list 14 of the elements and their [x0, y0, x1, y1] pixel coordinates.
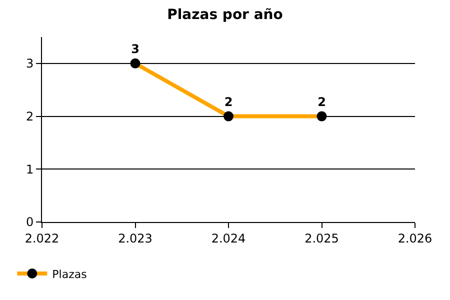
y-tick-label: 1 — [26, 162, 34, 176]
data-label: 3 — [131, 42, 140, 56]
x-tick-label: 2.022 — [24, 231, 60, 246]
x-tick-label: 2.023 — [118, 231, 152, 246]
legend-label: Plazas — [52, 268, 88, 281]
chart-title: Plazas por año — [167, 6, 284, 23]
x-tick-label: 2.026 — [398, 231, 432, 246]
y-tick-label: 2 — [26, 109, 34, 124]
y-tick-label: 3 — [26, 56, 34, 71]
y-tick-label: 0 — [26, 215, 34, 230]
x-tick-label: 2.025 — [304, 231, 339, 246]
data-label: 2 — [318, 95, 326, 110]
data-label: 2 — [224, 95, 233, 110]
x-tick-label: 2.024 — [211, 231, 246, 246]
